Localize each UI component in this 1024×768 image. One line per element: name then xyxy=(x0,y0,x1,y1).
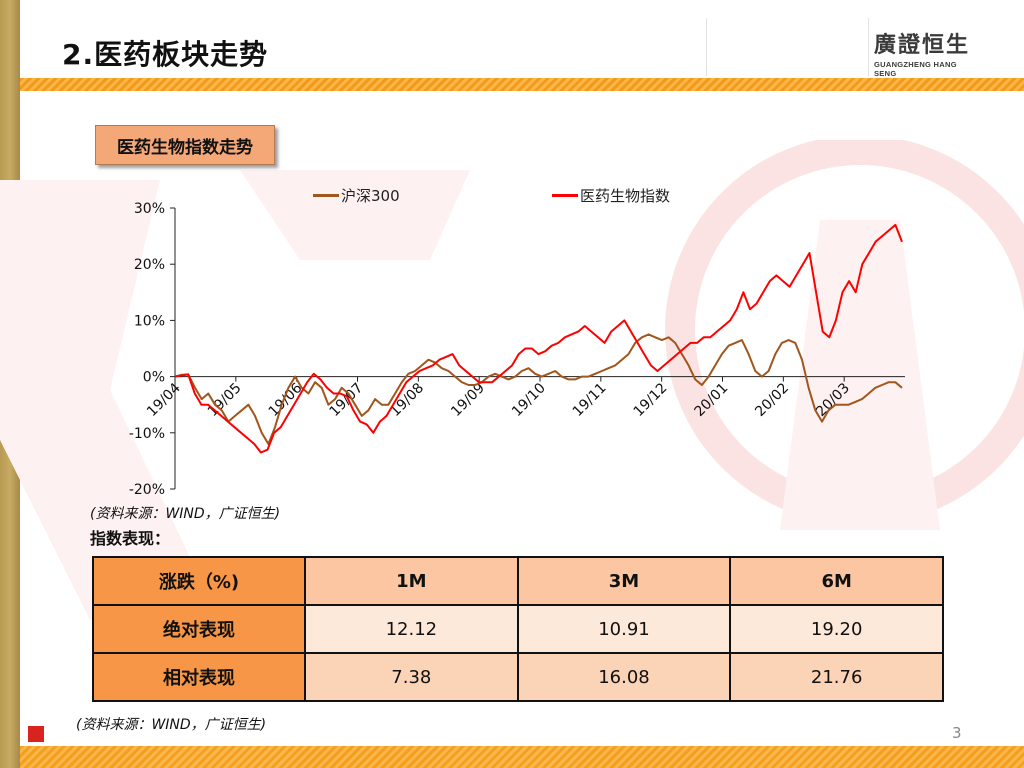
header-divider xyxy=(868,18,869,76)
x-tick-label: 19/04 xyxy=(144,380,184,420)
table-row: 相对表现 7.38 16.08 21.76 xyxy=(92,652,944,702)
slide-title: 2.医药板块走势 xyxy=(62,38,269,71)
footer-stripe xyxy=(20,746,1024,768)
legend-swatch-hs300 xyxy=(313,194,339,197)
header-stripe xyxy=(20,78,1024,91)
company-logo: 廣證恒生 GUANGZHENG HANG SENG xyxy=(874,33,974,79)
chart-source-note: (资料来源：WIND，广证恒生) xyxy=(90,506,281,522)
legend-swatch-pharma xyxy=(552,194,578,197)
x-tick-label: 20/03 xyxy=(813,380,853,420)
table-header-cell: 1M xyxy=(304,556,519,606)
y-tick-label: 10% xyxy=(134,313,165,329)
x-tick-label: 19/12 xyxy=(631,380,671,420)
x-tick-label: 19/09 xyxy=(448,380,488,420)
table-header-cell: 涨跌（%) xyxy=(92,556,306,606)
legend-item-pharma: 医药生物指数 xyxy=(552,185,670,206)
table-row-label: 绝对表现 xyxy=(92,604,306,654)
table-row-label: 相对表现 xyxy=(92,652,306,702)
footer-red-mark xyxy=(28,726,44,742)
y-tick-label: 0% xyxy=(143,370,165,386)
footer-source-note: (资料来源：WIND，广证恒生) xyxy=(76,717,267,733)
table-cell: 12.12 xyxy=(304,604,519,654)
performance-table: 涨跌（%) 1M 3M 6M 绝对表现 12.12 10.91 19.20 相对… xyxy=(92,556,944,702)
table-header-cell: 6M xyxy=(729,556,944,606)
table-cell: 10.91 xyxy=(516,604,732,654)
table-cell: 19.20 xyxy=(729,604,944,654)
header-divider xyxy=(706,18,707,76)
table-header-row: 涨跌（%) 1M 3M 6M xyxy=(92,556,944,606)
section-subtitle: 医药生物指数走势 xyxy=(95,125,275,165)
table-cell: 16.08 xyxy=(516,652,732,702)
legend-item-hs300: 沪深300 xyxy=(313,185,400,206)
x-tick-label: 19/10 xyxy=(509,380,549,420)
table-header-cell: 3M xyxy=(516,556,732,606)
y-tick-label: 30% xyxy=(134,201,165,217)
x-tick-label: 20/02 xyxy=(752,380,792,420)
y-tick-label: 20% xyxy=(134,257,165,273)
table-cell: 7.38 xyxy=(304,652,519,702)
table-heading: 指数表现： xyxy=(90,529,171,548)
y-tick-label: -10% xyxy=(129,426,165,442)
left-decor-bar xyxy=(0,0,20,768)
y-tick-label: -20% xyxy=(129,482,165,498)
x-tick-label: 19/08 xyxy=(387,380,427,420)
legend-label-hs300: 沪深300 xyxy=(341,187,400,205)
table-row: 绝对表现 12.12 10.91 19.20 xyxy=(92,604,944,654)
page-number: 3 xyxy=(952,724,962,742)
index-line-chart: 30%20%10%0%-10%-20%19/04 19/05 19/06 19/07 1… xyxy=(129,201,905,498)
table-cell: 21.76 xyxy=(729,652,944,702)
x-tick-label: 19/11 xyxy=(570,380,610,420)
logo-chinese: 廣證恒生 xyxy=(874,33,971,58)
pharma-line xyxy=(174,223,903,454)
hs300-line xyxy=(174,333,903,445)
logo-english: GUANGZHENG HANG SENG xyxy=(874,60,957,78)
legend-label-pharma: 医药生物指数 xyxy=(580,187,671,205)
x-tick-label: 20/01 xyxy=(691,380,731,420)
